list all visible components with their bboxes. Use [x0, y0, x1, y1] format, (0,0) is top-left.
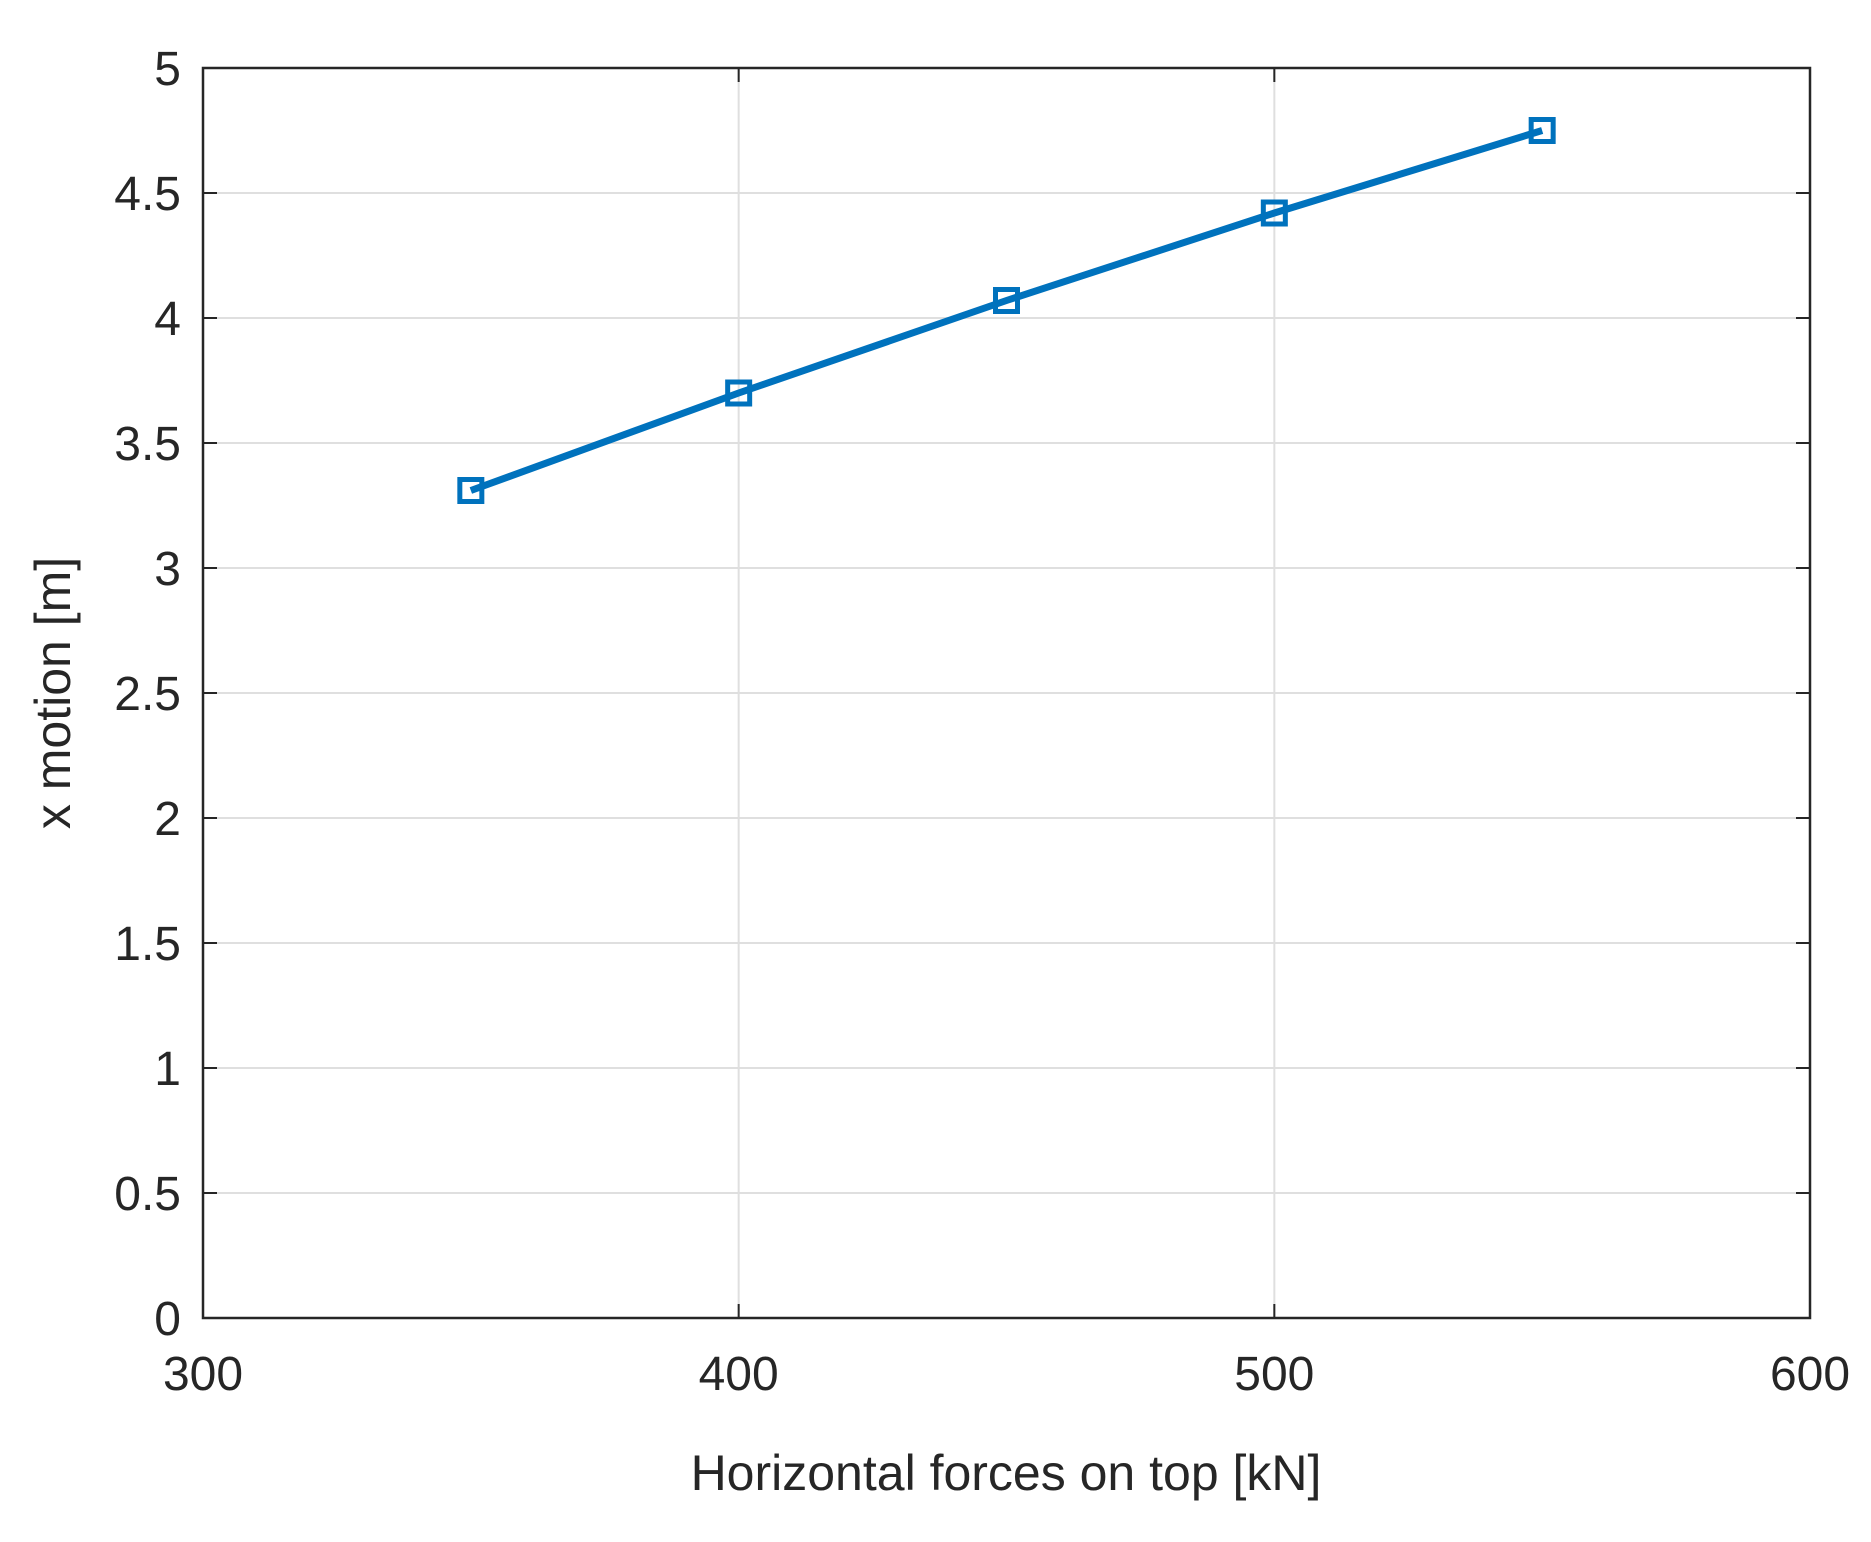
- data-marker: [1260, 199, 1288, 227]
- y-tick-label: 0.5: [114, 1168, 181, 1221]
- y-tick-label: 5: [154, 43, 181, 96]
- data-marker: [457, 477, 485, 504]
- axes-box: [201, 66, 1812, 1320]
- data-marker: [993, 287, 1020, 314]
- x-tick-label: 500: [1234, 1348, 1314, 1401]
- y-tick-label: 4.5: [114, 168, 181, 221]
- x-tick-label: 600: [1770, 1348, 1850, 1401]
- y-tick-label: 1.5: [114, 918, 181, 971]
- y-tick-label: 3.5: [114, 418, 181, 471]
- data-marker: [725, 379, 753, 407]
- y-tick-label: 1: [154, 1043, 181, 1096]
- x-tick-label: 400: [699, 1348, 779, 1401]
- data-line: [469, 127, 1544, 494]
- data-marker: [1528, 117, 1556, 144]
- y-tick-label: 0: [154, 1293, 181, 1346]
- y-tick-label: 4: [154, 293, 181, 346]
- y-tick-label: 3: [154, 543, 181, 596]
- x-tick-label: 300: [163, 1348, 243, 1401]
- y-tick-label: 2.5: [114, 668, 181, 721]
- x-axis-label: Horizontal forces on top [kN]: [691, 1445, 1322, 1501]
- y-tick-label: 2: [154, 793, 181, 846]
- y-axis-label: x motion [m]: [25, 557, 81, 829]
